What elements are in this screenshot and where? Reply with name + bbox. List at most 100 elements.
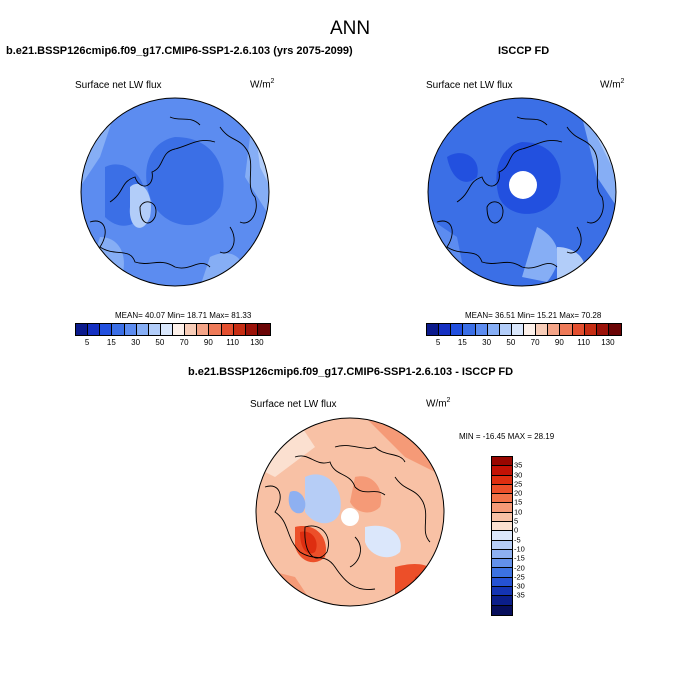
panel-3-colorbar-tick-label: 10 (514, 507, 523, 517)
panel-1-colorbar-ticks: 5 15 30 50 70 90 110 130 (75, 338, 269, 350)
panel-3-colorbar-tick-label: -15 (514, 553, 525, 563)
panel-3-colorbar-cell (492, 540, 512, 550)
panel-2-colorbar-tick-label: 15 (457, 338, 467, 347)
panel-1-colorbar-cell (197, 324, 210, 335)
panel-2-colorbar-cell (560, 324, 573, 335)
panel-2-colorbar-cell (572, 324, 585, 335)
panel-2-stats: MEAN= 36.51 Min= 15.21 Max= 70.28 (465, 311, 602, 320)
panel-3-colorbar-tick-label: 15 (514, 497, 523, 507)
panel-1-title: b.e21.BSSP126cmip6.f09_g17.CMIP6-SSP1-2.… (6, 45, 353, 57)
panel-3-colorbar-cell (492, 568, 512, 578)
panel-1-colorbar-tick-label: 5 (84, 338, 90, 347)
panel-1-colorbar-cell (136, 324, 149, 335)
panel-2-colorbar-cell (511, 324, 524, 335)
panel-3-colorbar (491, 456, 513, 616)
panel-3-colorbar-tick-label: 30 (514, 470, 523, 480)
panel-1-colorbar-cell (209, 324, 222, 335)
panel-1-colorbar-tick-label: 30 (131, 338, 141, 347)
panel-3-stats: MIN = -16.45 MAX = 28.19 (459, 432, 555, 441)
panel-2-units-label: W/m2 (600, 78, 625, 91)
panel-1-colorbar-cell (185, 324, 198, 335)
panel-2-colorbar-ticks: 5 15 30 50 70 90 110 130 (426, 338, 620, 350)
panel-2-colorbar-cell (427, 324, 440, 335)
panel-2-colorbar-cell (487, 324, 500, 335)
panel-2-colorbar-cell (584, 324, 597, 335)
panel-3-colorbar-tick-label: 35 (514, 460, 523, 470)
panel-1-colorbar-cell (245, 324, 258, 335)
panel-2-title: ISCCP FD (498, 45, 550, 57)
panel-2-colorbar-cell (524, 324, 537, 335)
panel-1-colorbar-tick-label: 50 (155, 338, 165, 347)
panel-3-colorbar-cell (492, 531, 512, 541)
panel-1-colorbar-cell (160, 324, 173, 335)
panel-2-colorbar-cell (499, 324, 512, 335)
panel-1-units-label: W/m2 (250, 78, 275, 91)
panel-3-units-label: W/m2 (426, 397, 451, 410)
panel-1-colorbar-cell (124, 324, 137, 335)
panel-2-colorbar-tick-label: 90 (554, 338, 564, 347)
panel-1-variable-label: Surface net LW flux (75, 80, 162, 91)
panel-2-colorbar-tick-label: 30 (482, 338, 492, 347)
panel-1-colorbar-cell (112, 324, 125, 335)
panel-2-colorbar-tick-label: 130 (601, 338, 615, 347)
panel-1-colorbar-cell (233, 324, 246, 335)
panel-3-colorbar-cell (492, 605, 512, 615)
panel-2-colorbar-tick-label: 50 (506, 338, 516, 347)
panel-1-colorbar-cell (100, 324, 113, 335)
panel-2-colorbar-tick-label: 110 (577, 338, 591, 347)
panel-3-colorbar-cell (492, 484, 512, 495)
panel-3-colorbar-cell (492, 494, 512, 504)
panel-3-colorbar-tick-label: -20 (514, 563, 525, 573)
panel-3-polar-map (255, 417, 445, 607)
panel-3-colorbar-cell (492, 475, 512, 485)
panel-1-colorbar-tick-label: 130 (250, 338, 264, 347)
panel-3-colorbar-tick-label: 5 (514, 516, 519, 526)
panel-1-polar-map (80, 97, 270, 287)
panel-3-colorbar-cell (492, 503, 512, 513)
panel-3-colorbar-cell (492, 466, 512, 476)
panel-3-colorbar-cell (492, 521, 512, 532)
panel-3-colorbar-tick-label: 0 (514, 525, 519, 535)
figure-title: ANN (329, 18, 371, 39)
panel-3-colorbar-cell (492, 512, 512, 522)
panel-1-stats: MEAN= 40.07 Min= 18.71 Max= 81.33 (115, 311, 252, 320)
panel-2-colorbar-cell (536, 324, 549, 335)
panel-3-colorbar-cell (492, 577, 512, 587)
panel-3-colorbar-cell (492, 457, 512, 467)
panel-2-polar-map (427, 97, 617, 287)
panel-1-colorbar-tick-label: 110 (226, 338, 240, 347)
panel-2-colorbar-cell (608, 324, 621, 335)
panel-3-colorbar-tick-label: -30 (514, 581, 525, 591)
panel-2-variable-label: Surface net LW flux (426, 80, 513, 91)
panel-3-colorbar-tick-label: 25 (514, 479, 523, 489)
panel-1-colorbar-cell (257, 324, 270, 335)
panel-3-colorbar-tick-label: 20 (514, 488, 523, 498)
panel-3-colorbar-tick-label: -10 (514, 544, 525, 554)
panel-1-colorbar (75, 323, 271, 336)
panel-3-variable-label: Surface net LW flux (250, 399, 337, 410)
panel-1-colorbar-cell (173, 324, 186, 335)
panel-1-colorbar-tick-label: 90 (203, 338, 213, 347)
panel-3-colorbar-cell (492, 559, 512, 569)
panel-2-colorbar-cell (548, 324, 561, 335)
panel-1-colorbar-tick-label: 15 (106, 338, 116, 347)
panel-1-colorbar-cell (76, 324, 89, 335)
panel-3-colorbar-cell (492, 596, 512, 606)
panel-3-colorbar-cell (492, 549, 512, 560)
panel-2-colorbar-cell (596, 324, 609, 335)
panel-3-colorbar-tick-label: -25 (514, 572, 525, 582)
panel-1-colorbar-cell (221, 324, 234, 335)
panel-3-title: b.e21.BSSP126cmip6.f09_g17.CMIP6-SSP1-2.… (188, 366, 514, 378)
panel-2-colorbar-cell (451, 324, 464, 335)
panel-2-colorbar-tick-label: 70 (530, 338, 540, 347)
panel-2-colorbar-cell (475, 324, 488, 335)
panel-3-colorbar-tick-label: -5 (514, 535, 521, 545)
panel-2-colorbar (426, 323, 622, 336)
panel-1-colorbar-cell (148, 324, 161, 335)
panel-3-colorbar-tick-label: -35 (514, 590, 525, 600)
panel-3-colorbar-cell (492, 586, 512, 597)
panel-2-colorbar-cell (439, 324, 452, 335)
panel-1-colorbar-cell (88, 324, 101, 335)
panel-2-colorbar-tick-label: 5 (435, 338, 441, 347)
panel-3-colorbar-ticks: 35 30 25 20 15 10 5 0 -5 -10 -15 -20 -25 -30 -35 (514, 456, 544, 614)
